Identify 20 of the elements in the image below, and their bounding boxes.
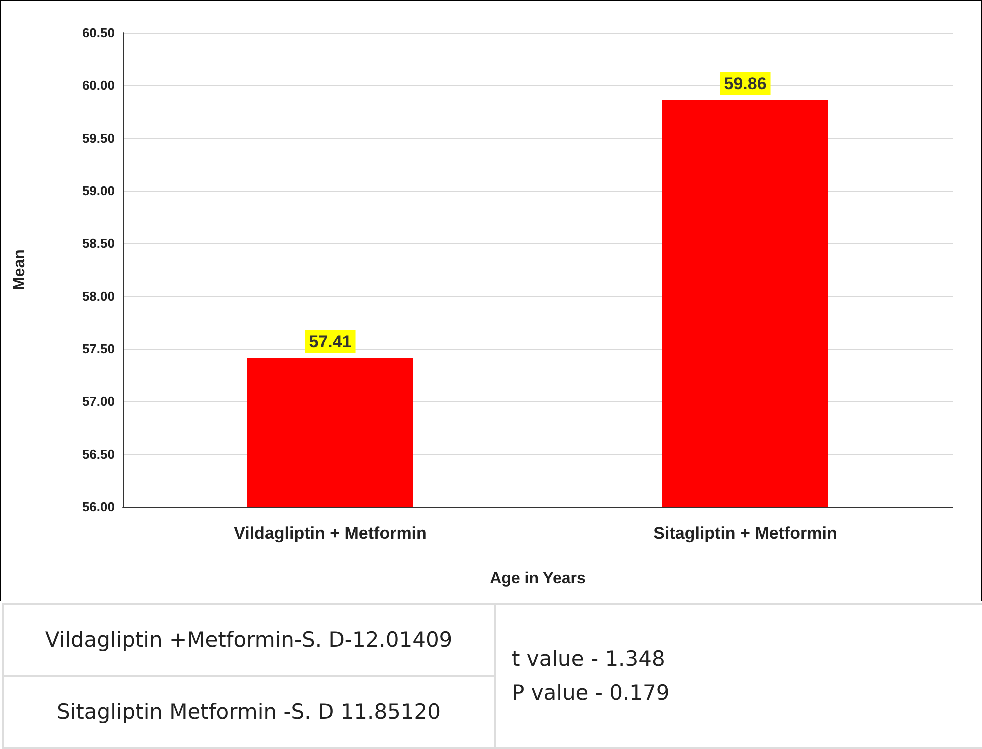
y-tick-label: 57.00 [82, 394, 115, 410]
text: Sitagliptin Metformin -S. D 11.85120 [56, 699, 442, 726]
x-tick-label: Sitagliptin + Metformin [654, 524, 838, 543]
y-tick-label: 59.50 [82, 130, 115, 146]
y-tick-label: 58.50 [82, 236, 115, 252]
y-tick-label: 59.00 [82, 184, 115, 198]
y-tick-label: 60.00 [82, 78, 115, 94]
y-tick-label: 56.50 [82, 446, 115, 462]
data-label: 59.86 [724, 74, 767, 94]
text: Vildagliptin +Metformin-S. D-12.01409 [4, 605, 494, 677]
y-tick-label: 57.50 [82, 342, 115, 356]
text: P value - 0.179 [512, 680, 671, 707]
y-axis-title: Mean [12, 250, 28, 290]
text: t value - 1.348 [512, 646, 666, 673]
y-tick-label: 60.50 [82, 26, 115, 40]
y-tick-label: 56.00 [82, 500, 115, 514]
data-label: 57.41 [309, 332, 352, 352]
x-axis-title: Age in Years [490, 570, 586, 588]
x-tick-label: Vildagliptin + Metformin [234, 524, 427, 543]
y-tick-label: 58.00 [82, 288, 115, 304]
